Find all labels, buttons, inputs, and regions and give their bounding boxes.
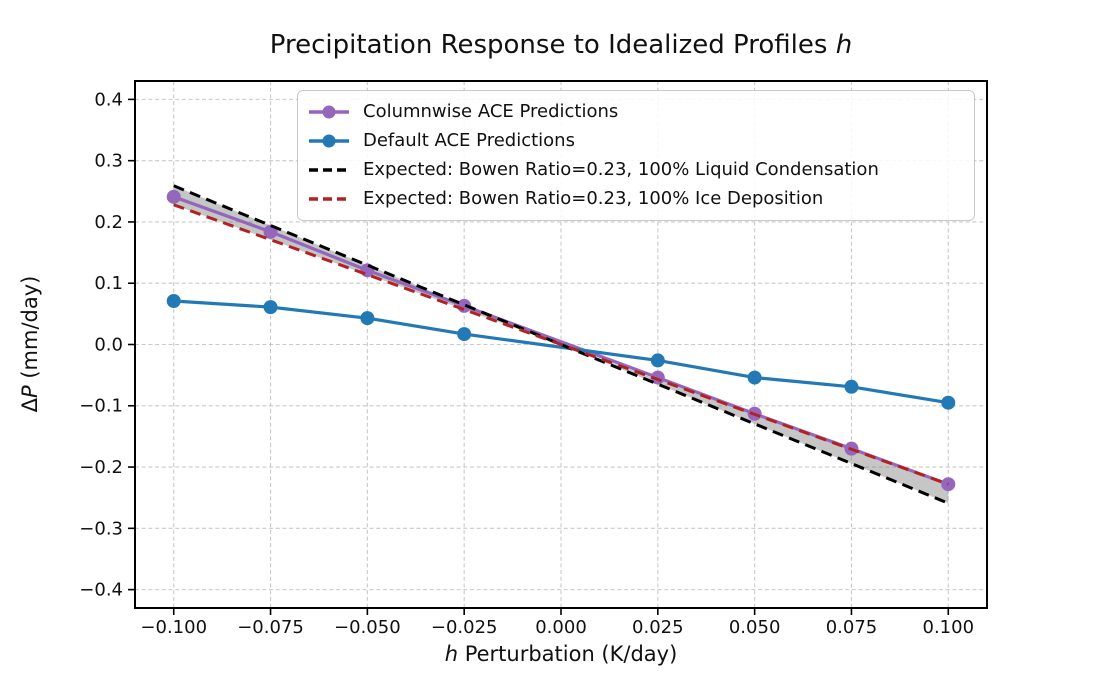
x-tick-label: −0.100 bbox=[140, 617, 207, 638]
x-tick-label: 0.100 bbox=[923, 617, 975, 638]
legend-label: Default ACE Predictions bbox=[363, 130, 575, 152]
x-tick-label: 0.075 bbox=[826, 617, 878, 638]
chart-title-italic-h: h bbox=[835, 30, 853, 60]
chart-title-text: Precipitation Response to Idealized Prof… bbox=[269, 30, 836, 60]
data-point-default-ace-predictions bbox=[844, 379, 859, 394]
data-point-default-ace-predictions bbox=[941, 395, 956, 410]
legend-item-expected-bowen-ratio-0-23-100-liquid-condensation: Expected: Bowen Ratio=0.23, 100% Liquid … bbox=[308, 158, 964, 180]
x-tick-label: −0.050 bbox=[334, 617, 401, 638]
x-axis-label-italic-h: h bbox=[444, 642, 459, 666]
y-tick-label: −0.2 bbox=[79, 457, 123, 478]
y-tick-label: 0.0 bbox=[94, 334, 123, 355]
legend-swatch-dashed-line-icon bbox=[309, 196, 349, 201]
series-line-expected-bowen-ratio-0-23-100-ice-deposition bbox=[173, 203, 949, 486]
series-line-default-ace-predictions bbox=[173, 299, 949, 405]
chart-title: Precipitation Response to Idealized Prof… bbox=[135, 30, 987, 60]
x-tick-label: 0.050 bbox=[729, 617, 781, 638]
data-point-default-ace-predictions bbox=[650, 353, 665, 368]
data-point-default-ace-predictions bbox=[360, 311, 375, 326]
legend-item-expected-bowen-ratio-0-23-100-ice-deposition: Expected: Bowen Ratio=0.23, 100% Ice Dep… bbox=[308, 187, 964, 209]
legend-label: Expected: Bowen Ratio=0.23, 100% Liquid … bbox=[363, 158, 879, 180]
legend-label: Columnwise ACE Predictions bbox=[363, 101, 619, 123]
y-tick-label: 0.1 bbox=[94, 273, 123, 294]
y-tick-label: −0.4 bbox=[79, 580, 123, 601]
x-tick-label: −0.025 bbox=[431, 617, 498, 638]
legend: Columnwise ACE Predictions Default ACE Pr… bbox=[297, 90, 975, 221]
x-tick-label: 0.025 bbox=[632, 617, 684, 638]
legend-swatch-dashed-line-icon bbox=[309, 168, 349, 172]
data-point-default-ace-predictions bbox=[166, 293, 181, 308]
legend-swatch-line-marker-icon bbox=[309, 134, 349, 148]
y-tick-label: 0.3 bbox=[94, 151, 123, 172]
y-axis-label-delta: Δ bbox=[18, 397, 42, 413]
data-point-default-ace-predictions bbox=[747, 370, 762, 385]
y-tick-label: 0.2 bbox=[94, 212, 123, 233]
y-axis-label-italic-p: P bbox=[18, 385, 42, 398]
data-point-columnwise-ace-predictions bbox=[166, 189, 181, 204]
x-tick-label: 0.000 bbox=[535, 617, 587, 638]
x-axis-label-text: Perturbation (K/day) bbox=[458, 642, 678, 666]
series-line-columnwise-ace-predictions bbox=[173, 195, 949, 486]
legend-item-default-ace-predictions: Default ACE Predictions bbox=[308, 132, 964, 150]
legend-swatch-line-marker-icon bbox=[309, 105, 349, 119]
y-tick-label: 0.4 bbox=[94, 89, 123, 110]
legend-item-columnwise-ace-predictions: Columnwise ACE Predictions bbox=[308, 103, 964, 121]
data-point-default-ace-predictions bbox=[457, 327, 472, 342]
data-point-default-ace-predictions bbox=[263, 300, 278, 315]
y-tick-label: −0.3 bbox=[79, 518, 123, 539]
y-axis-label-unit: (mm/day) bbox=[18, 275, 42, 386]
x-axis-label: h Perturbation (K/day) bbox=[135, 642, 987, 666]
y-axis-label: ΔP (mm/day) bbox=[18, 276, 42, 413]
x-tick-label: −0.075 bbox=[237, 617, 304, 638]
legend-label: Expected: Bowen Ratio=0.23, 100% Ice Dep… bbox=[363, 187, 824, 209]
y-tick-label: −0.1 bbox=[79, 396, 123, 417]
